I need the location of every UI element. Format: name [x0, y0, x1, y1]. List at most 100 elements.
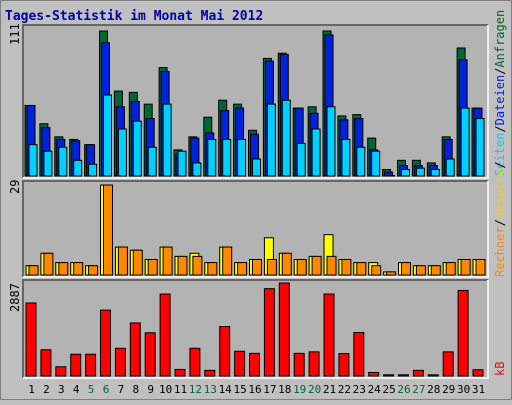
day-label: 27 [412, 383, 425, 396]
kb-bar [457, 289, 469, 377]
hosts-bar [103, 184, 113, 276]
legend-mid: Rechner/Besuche/ [493, 161, 507, 277]
pages-bar [103, 94, 112, 177]
day-label: 6 [103, 383, 110, 396]
pages-bar [237, 138, 247, 177]
kb-bar [219, 326, 231, 377]
legend-dateien: Dateien [493, 75, 507, 126]
pages-bar [207, 138, 217, 177]
kb-bar [383, 374, 395, 377]
pages-bar [415, 167, 425, 177]
day-label: 14 [219, 383, 233, 396]
hosts-bar [326, 255, 337, 276]
hosts-bar [28, 265, 39, 276]
day-labels-layer: 1 2 3 4 5 6 7 8 9 10 11 12 13 14 15 16 17 18 19 20 21 22 23 24 2… [28, 383, 485, 396]
pages-bar [475, 118, 485, 177]
hosts-bar [296, 258, 307, 276]
pages-bar [371, 150, 381, 177]
day-label: 12 [189, 383, 202, 396]
hosts-bar [117, 246, 128, 276]
hosts-bar [341, 258, 352, 276]
day-label: 19 [293, 383, 306, 396]
hosts-bar [237, 262, 248, 276]
day-label: 25 [382, 383, 395, 396]
day-label: 7 [118, 383, 125, 396]
legend-sep: / [493, 125, 507, 132]
hosts-bar [401, 262, 411, 276]
pages-bar [88, 163, 98, 177]
day-label: 31 [472, 383, 485, 396]
kb-bar [368, 371, 380, 377]
kb-bar [85, 353, 97, 377]
pages-bar [147, 146, 157, 177]
day-label: 29 [442, 383, 455, 396]
hosts-bar [162, 246, 173, 276]
pages-bar [386, 175, 396, 177]
kb-bar [144, 332, 156, 377]
pages-bar [430, 168, 440, 177]
hosts-bar [88, 265, 99, 276]
hosts-bar [460, 258, 471, 276]
hosts-bar [281, 252, 292, 276]
kb-bar [323, 293, 335, 377]
pages-bar [281, 99, 291, 177]
bottom-ymax-label: 2887 [8, 283, 22, 312]
pages-bar [326, 106, 336, 177]
chart-title: Tages-Statistik im Monat Mai 2012 [5, 9, 263, 24]
pages-bar [162, 103, 172, 177]
legend-anfragen: Anfragen [493, 10, 507, 68]
day-label: 17 [263, 383, 276, 396]
hosts-bar [266, 258, 277, 276]
day-label: 8 [132, 383, 139, 396]
kb-bar [263, 288, 275, 377]
day-label: 22 [338, 383, 351, 396]
pages-bar [58, 146, 68, 177]
day-label: 11 [174, 383, 187, 396]
legend-rechner: Rechner [493, 226, 507, 277]
pages-bar [341, 138, 351, 177]
kb-bar [100, 309, 111, 377]
day-label: 1 [28, 383, 35, 396]
bars-layer [24, 30, 486, 377]
pages-bar [401, 168, 410, 177]
hosts-bar [207, 262, 218, 276]
kb-bar [278, 282, 290, 377]
pages-bar [192, 162, 202, 177]
legend-sep: / [493, 68, 507, 75]
kb-bar [55, 366, 67, 377]
kb-bar [353, 331, 365, 377]
pages-bar [311, 128, 321, 177]
day-label: 2 [43, 383, 50, 396]
hosts-bar [430, 265, 441, 276]
pages-bar [177, 150, 187, 177]
day-label: 18 [278, 383, 291, 396]
kb-bar [293, 352, 305, 377]
hosts-bar [311, 255, 322, 276]
hosts-bar [475, 258, 486, 276]
day-label: 10 [159, 383, 172, 396]
hosts-bar [132, 249, 143, 276]
kb-bar [189, 347, 201, 377]
pages-bar [266, 103, 276, 177]
kb-bar [70, 353, 82, 377]
kb-bar [412, 369, 424, 377]
hosts-bar [43, 252, 54, 276]
hosts-bar [58, 262, 69, 276]
day-label: 16 [248, 383, 261, 396]
pages-bar [222, 138, 232, 177]
legend-sep: / [493, 219, 507, 226]
kb-bar [204, 369, 216, 377]
hosts-bar [147, 258, 158, 276]
kb-bar [114, 347, 126, 377]
pages-bar [28, 144, 38, 177]
kb-bar [129, 322, 141, 377]
pages-bar [356, 146, 366, 177]
pages-bar [460, 107, 470, 177]
kb-bar [442, 351, 454, 377]
kb-bar [398, 374, 409, 377]
day-label: 13 [204, 383, 217, 396]
hosts-bar [222, 246, 233, 276]
pages-bar [73, 159, 83, 177]
hosts-bar [371, 265, 382, 276]
legend-seiten: Seiten [493, 133, 507, 176]
